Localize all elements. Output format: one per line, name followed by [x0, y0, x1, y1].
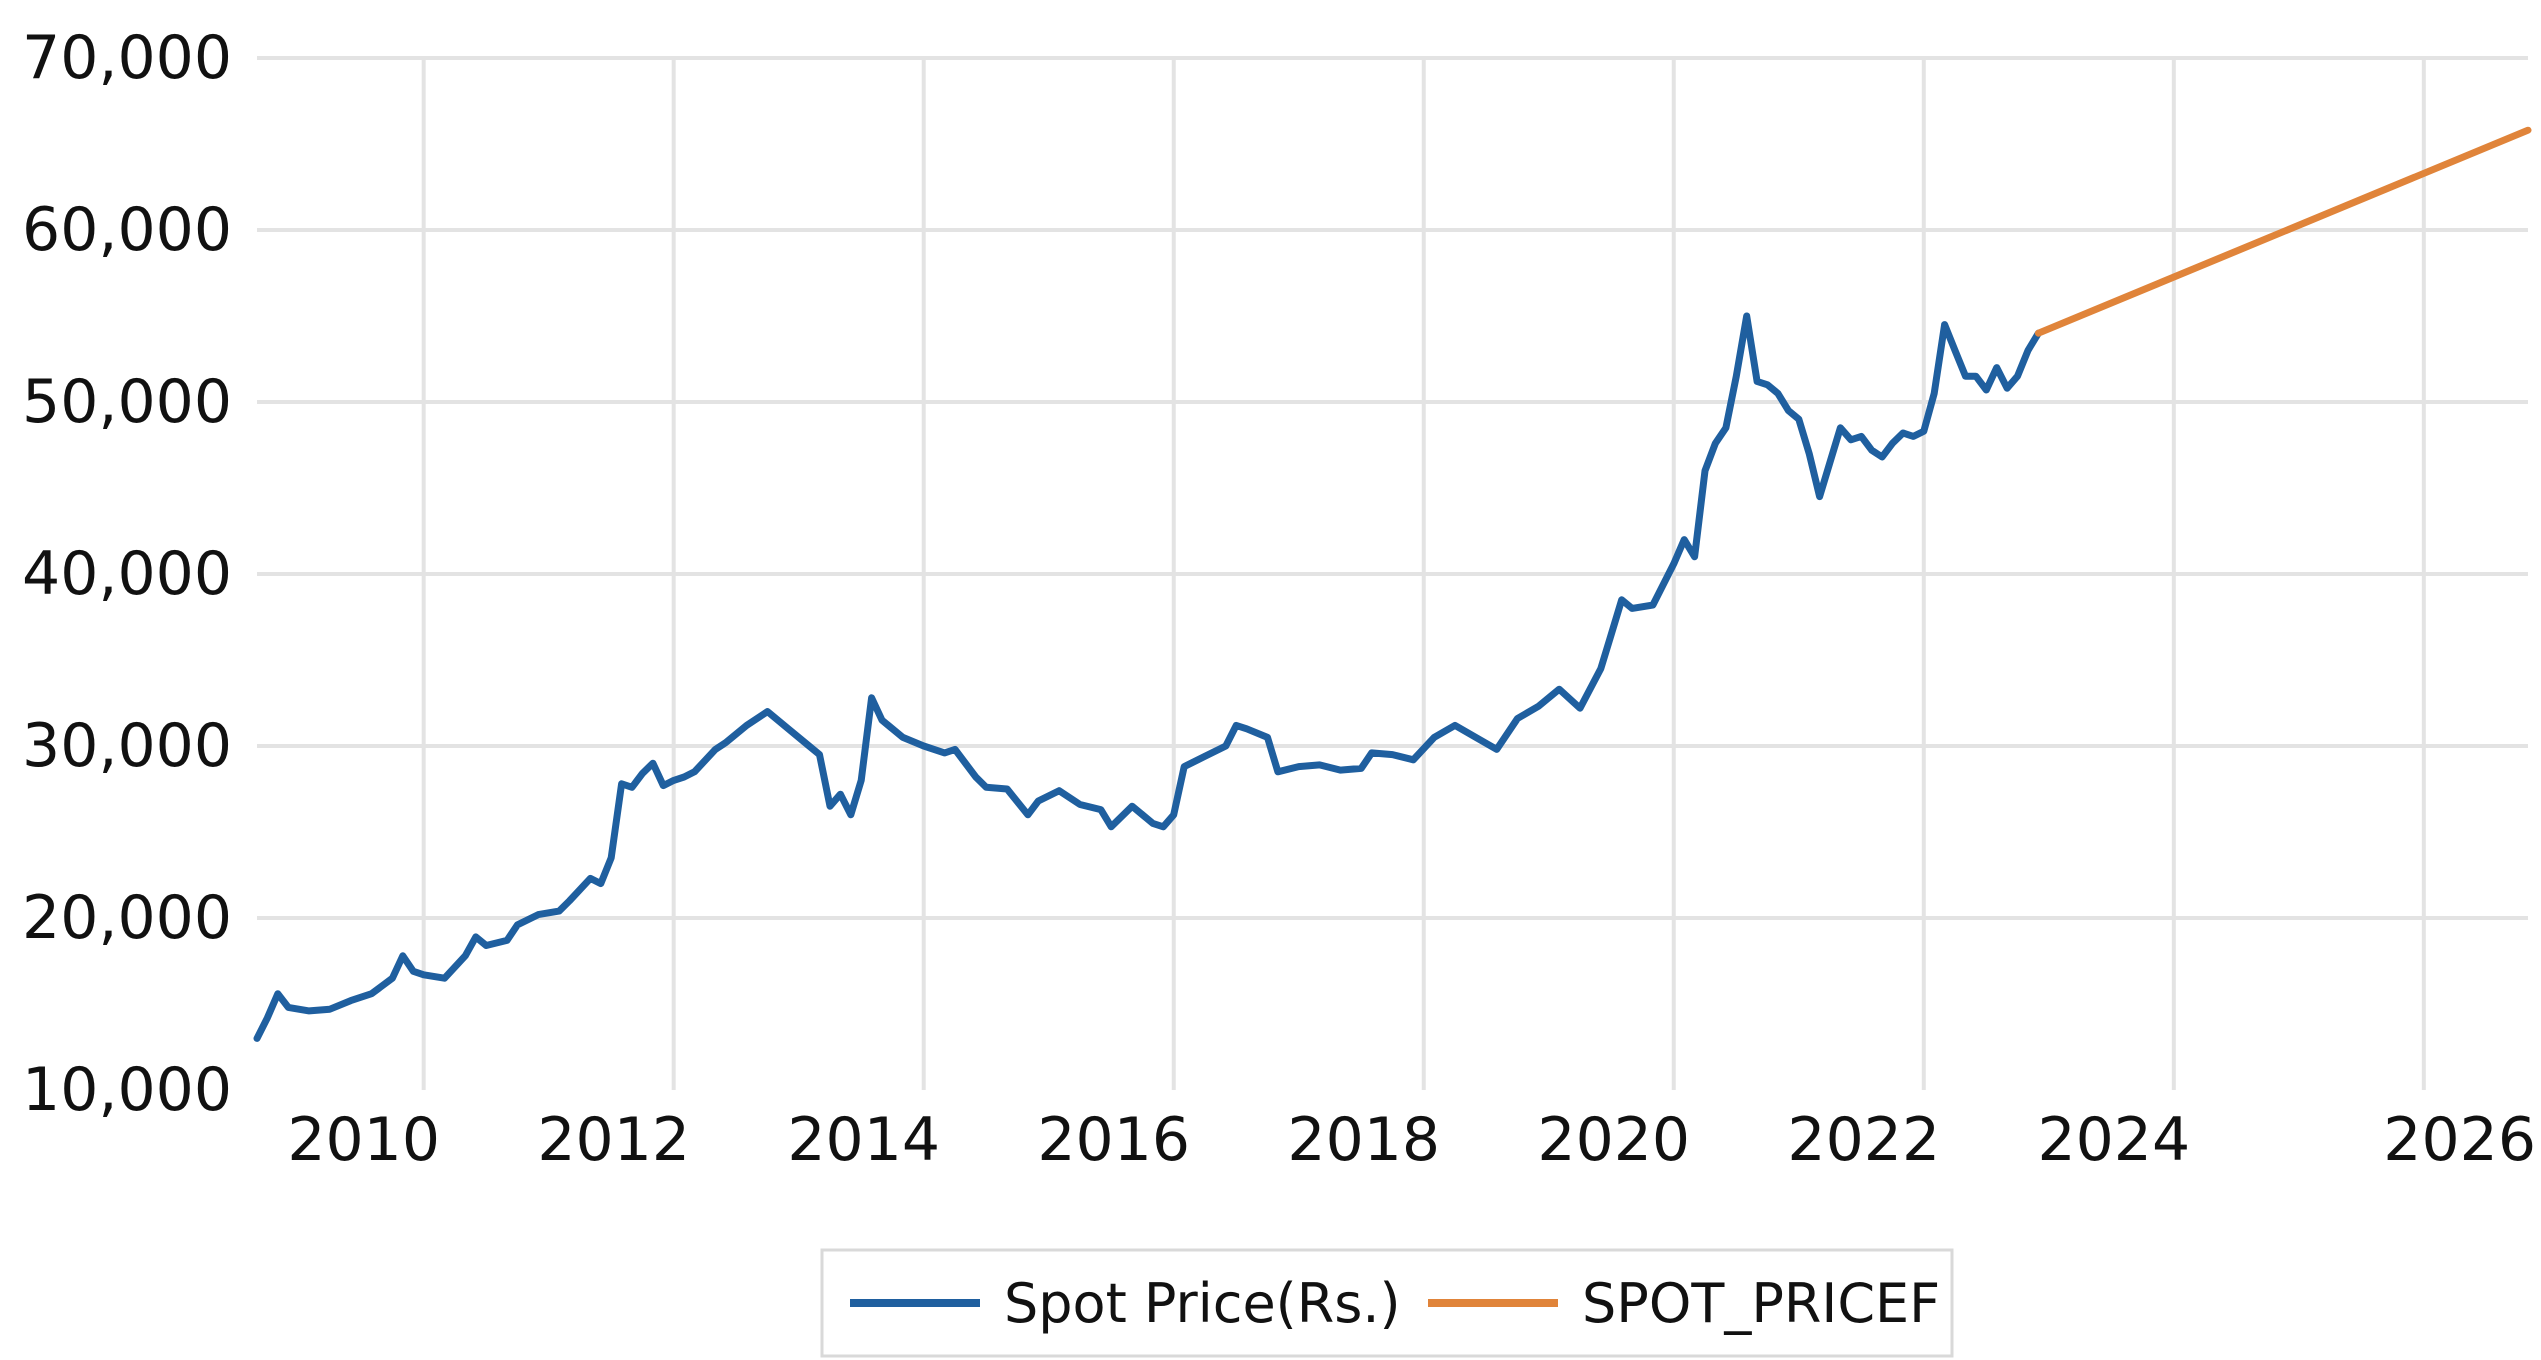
x-tick-label: 2018 [1287, 1105, 1440, 1175]
y-tick-label: 10,000 [22, 1055, 232, 1125]
x-tick-label: 2024 [2037, 1105, 2190, 1175]
y-tick-label: 20,000 [22, 883, 232, 953]
x-tick-label: 2014 [787, 1105, 940, 1175]
y-tick-label: 50,000 [22, 367, 232, 437]
x-axis-ticks: 2010 2012 2014 2016 2018 2020 2022 2024 2026 [287, 1105, 2536, 1175]
legend-label: Spot Price(Rs.) [1004, 1272, 1401, 1335]
y-axis-ticks: 10,000 20,000 30,000 40,000 50,000 60,000 70,0… [22, 23, 232, 1125]
x-tick-label: 2026 [2383, 1105, 2536, 1175]
y-tick-label: 60,000 [22, 195, 232, 265]
legend-label: SPOT_PRICEF [1582, 1272, 1940, 1335]
legend-box [820, 1248, 1954, 1358]
plot-area [253, 126, 2532, 1042]
y-tick-label: 70,000 [22, 23, 232, 93]
x-tick-label: 2010 [287, 1105, 440, 1175]
series-line-spot-price [253, 312, 2042, 1042]
gridlines [257, 56, 2528, 1090]
y-tick-label: 30,000 [22, 711, 232, 781]
legend: Spot Price(Rs.) SPOT_PRICEF [820, 1248, 1954, 1358]
y-tick-label: 40,000 [22, 539, 232, 609]
series-line-forecast [2034, 126, 2532, 337]
x-tick-label: 2016 [1037, 1105, 1190, 1175]
x-tick-label: 2012 [537, 1105, 690, 1175]
x-tick-label: 2022 [1787, 1105, 1940, 1175]
x-tick-label: 2020 [1537, 1105, 1690, 1175]
